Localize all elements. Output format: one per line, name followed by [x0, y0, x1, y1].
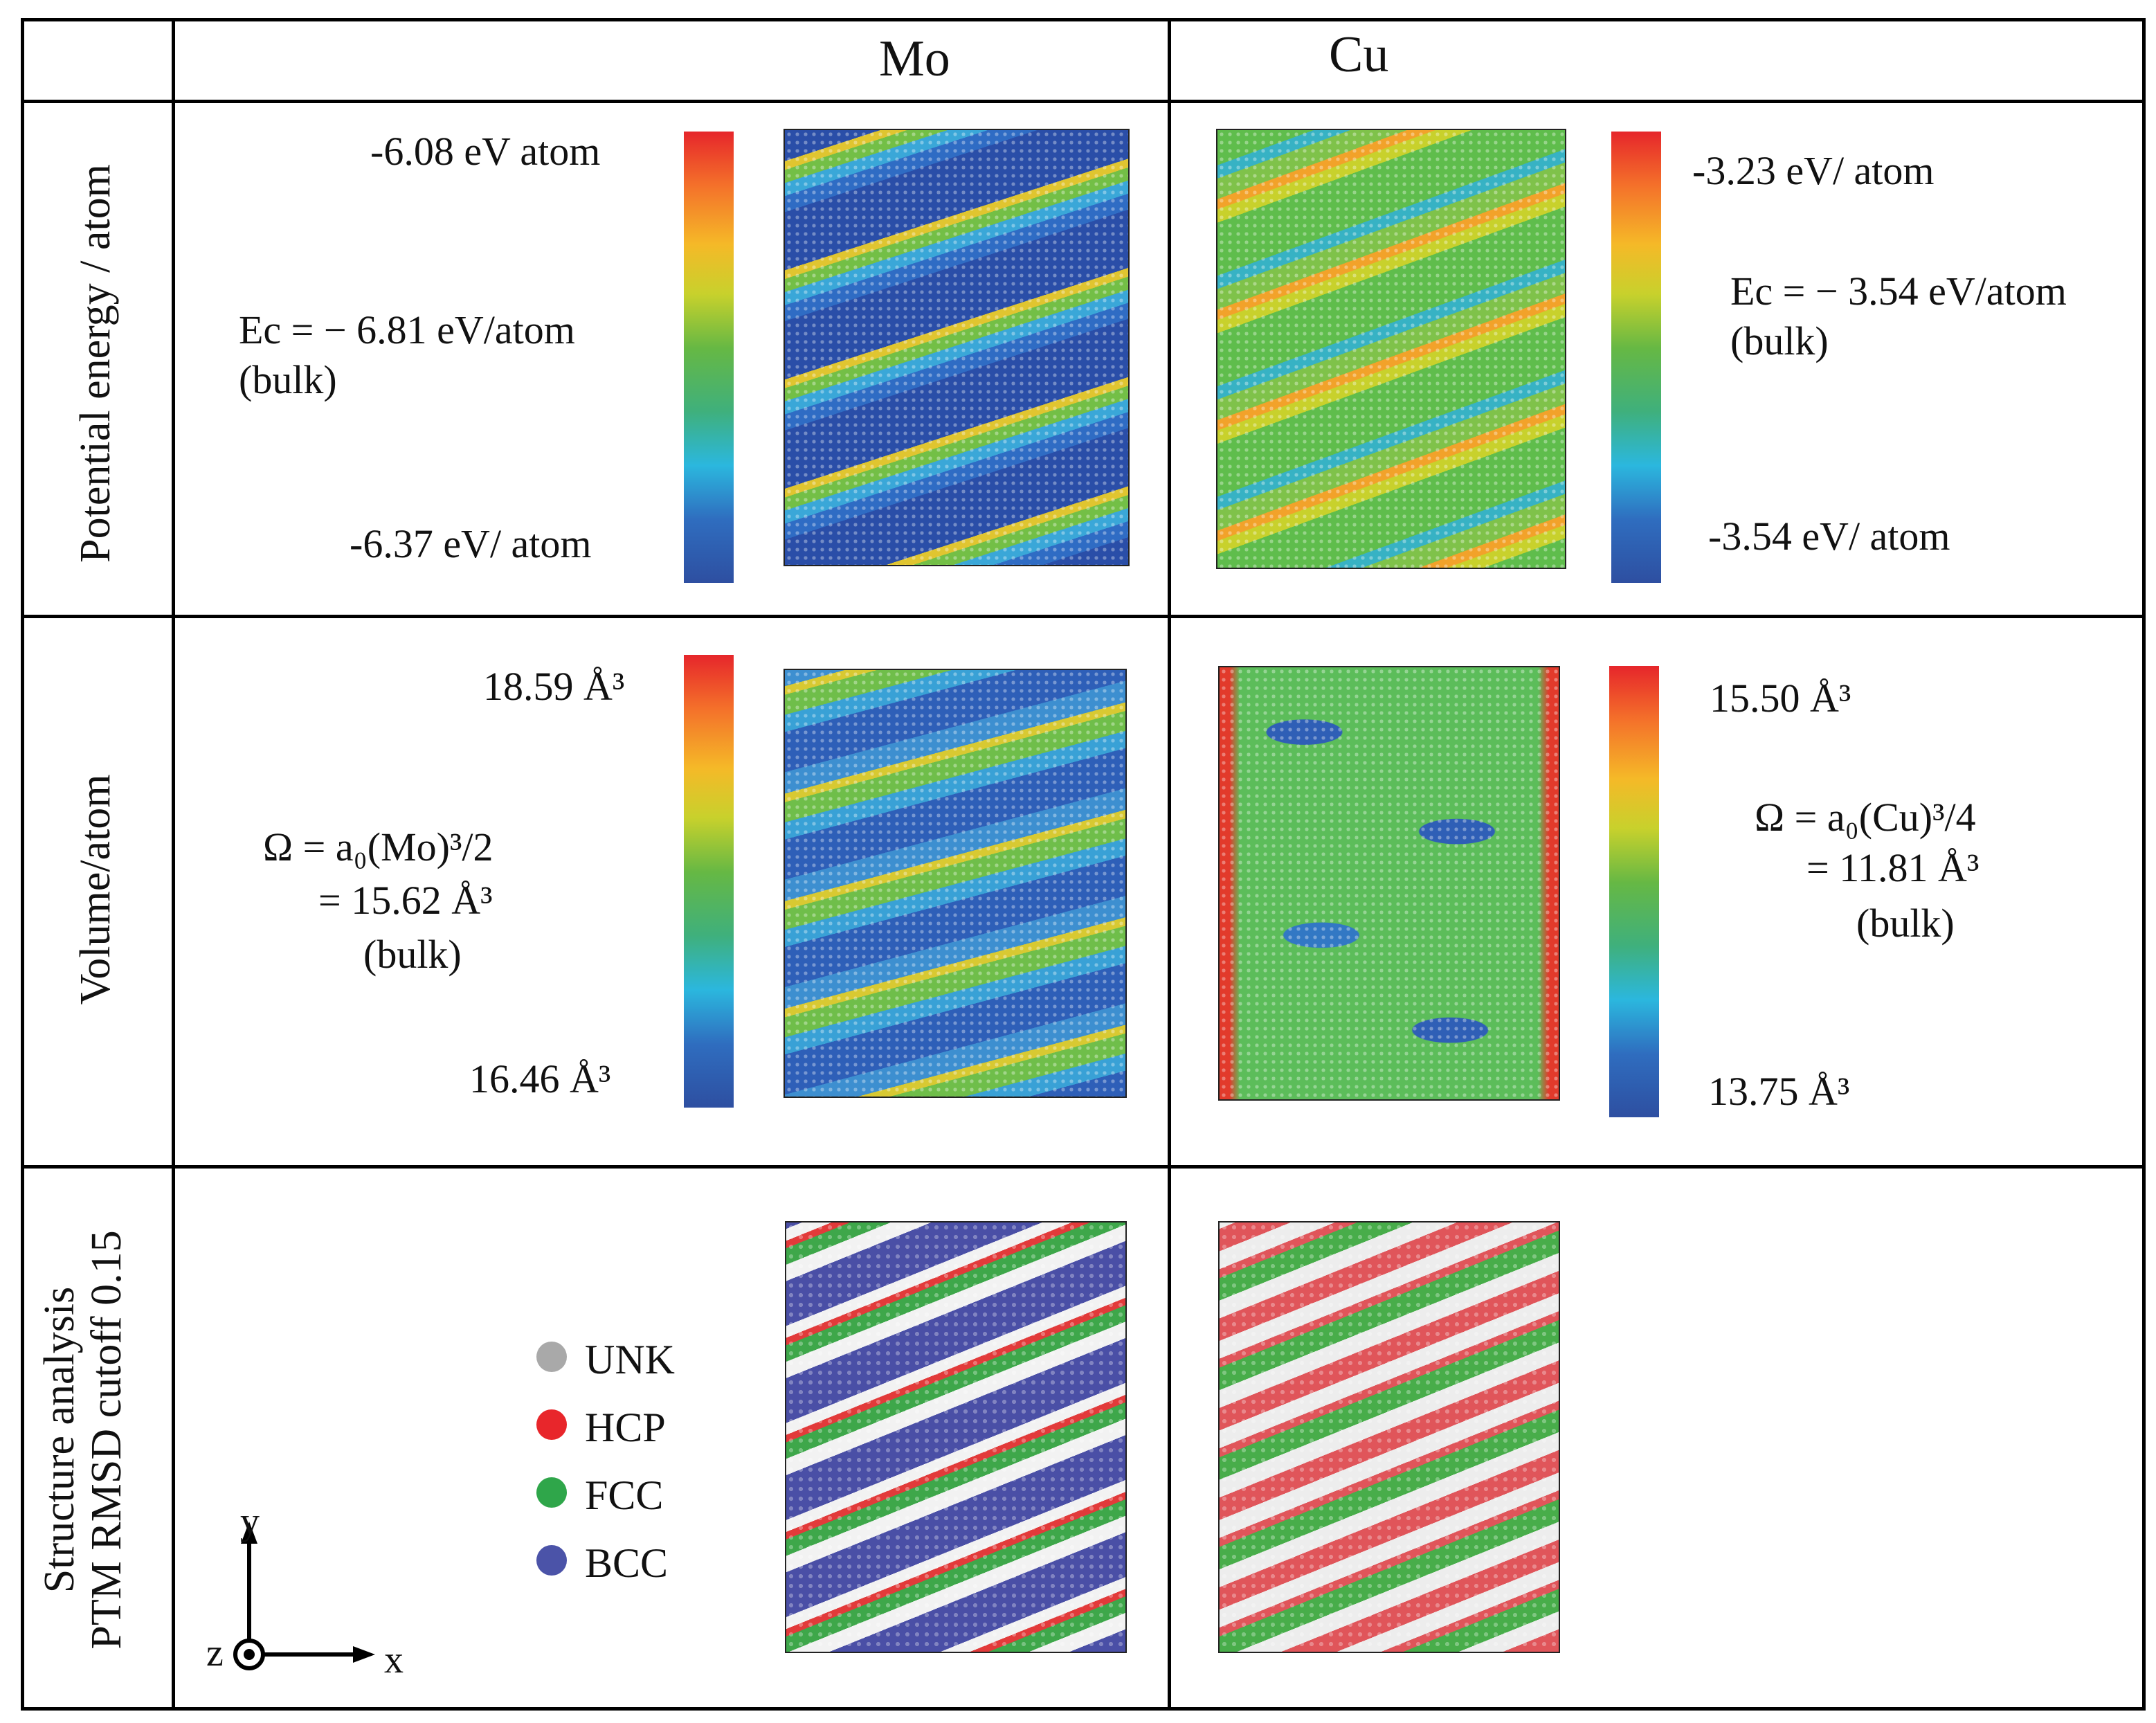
row-label-structure-line1: Structure analysis	[35, 1286, 83, 1594]
legend-hcp-swatch	[536, 1409, 567, 1440]
legend-unk-swatch	[536, 1342, 567, 1372]
mo-pe-max: -6.08 eV atom	[370, 129, 601, 174]
mo-vol-max: 18.59 Å³	[483, 664, 625, 709]
legend-unk-label: UNK	[585, 1337, 675, 1382]
cu-pe-colorbar	[1611, 132, 1661, 583]
row-label-structure: Structure analysis PTM RMSD cutoff 0.15	[36, 1230, 130, 1649]
mo-structure-map	[785, 1221, 1127, 1653]
cu-pe-bulk-note: (bulk)	[1730, 318, 1829, 363]
row-divider-1	[21, 615, 2146, 618]
cu-vol-bulk-line1: Ω = a₀(Cu)³/4	[1755, 795, 1976, 840]
legend-bcc-label: BCC	[585, 1540, 669, 1586]
mo-vol-colorbar	[684, 655, 734, 1108]
legend-fcc-swatch	[536, 1477, 567, 1508]
mo-vol-bulk-line2: = 15.62 Å³	[318, 878, 493, 923]
cu-vol-bulk-line3: (bulk)	[1856, 901, 1955, 946]
cu-structure-map	[1218, 1221, 1560, 1653]
row-label-volume: Volume/atom	[71, 774, 119, 1005]
mo-pe-bulk: Ec = − 6.81 eV/atom	[239, 307, 575, 352]
cu-vol-simulation-map	[1218, 666, 1560, 1101]
table-frame	[21, 18, 2146, 1711]
cu-pe-min: -3.54 eV/ atom	[1708, 514, 1950, 559]
header-cu: Cu	[1329, 26, 1389, 83]
mo-pe-colorbar	[684, 132, 734, 583]
legend-fcc-label: FCC	[585, 1472, 664, 1518]
mo-vol-simulation-map	[783, 669, 1127, 1098]
cu-pe-bulk: Ec = − 3.54 eV/atom	[1730, 269, 2067, 314]
header-divider	[21, 100, 2146, 103]
row-label-structure-line2: PTM RMSD cutoff 0.15	[83, 1230, 130, 1650]
mo-pe-simulation-map	[783, 129, 1130, 566]
mo-vol-min: 16.46 Å³	[469, 1056, 611, 1101]
mo-pe-bulk-note: (bulk)	[239, 357, 337, 402]
mo-cu-divider	[1168, 18, 1171, 1711]
cu-vol-bulk-line2: = 11.81 Å³	[1806, 845, 1980, 890]
legend-bcc-swatch	[536, 1545, 567, 1576]
axis-z-label: z	[206, 1632, 224, 1675]
axis-x-label: x	[384, 1639, 404, 1681]
legend-hcp-label: HCP	[585, 1405, 666, 1450]
mo-pe-min: -6.37 eV/ atom	[350, 521, 592, 566]
axis-triad-icon	[233, 1522, 375, 1670]
mo-vol-bulk-line3: (bulk)	[363, 932, 462, 977]
label-col-divider	[172, 18, 175, 1711]
cu-vol-max: 15.50 Å³	[1710, 676, 1851, 721]
cu-pe-simulation-map	[1216, 129, 1566, 569]
header-mo: Mo	[879, 30, 950, 87]
mo-vol-bulk-line1: Ω = a₀(Mo)³/2	[263, 824, 493, 869]
axis-y-label: y	[240, 1500, 260, 1543]
cu-vol-min: 13.75 Å³	[1708, 1069, 1850, 1114]
cu-pe-max: -3.23 eV/ atom	[1692, 148, 1935, 193]
cu-vol-colorbar	[1609, 666, 1659, 1117]
row-divider-2	[21, 1165, 2146, 1169]
row-label-potential-energy: Potential energy / atom	[71, 164, 119, 563]
